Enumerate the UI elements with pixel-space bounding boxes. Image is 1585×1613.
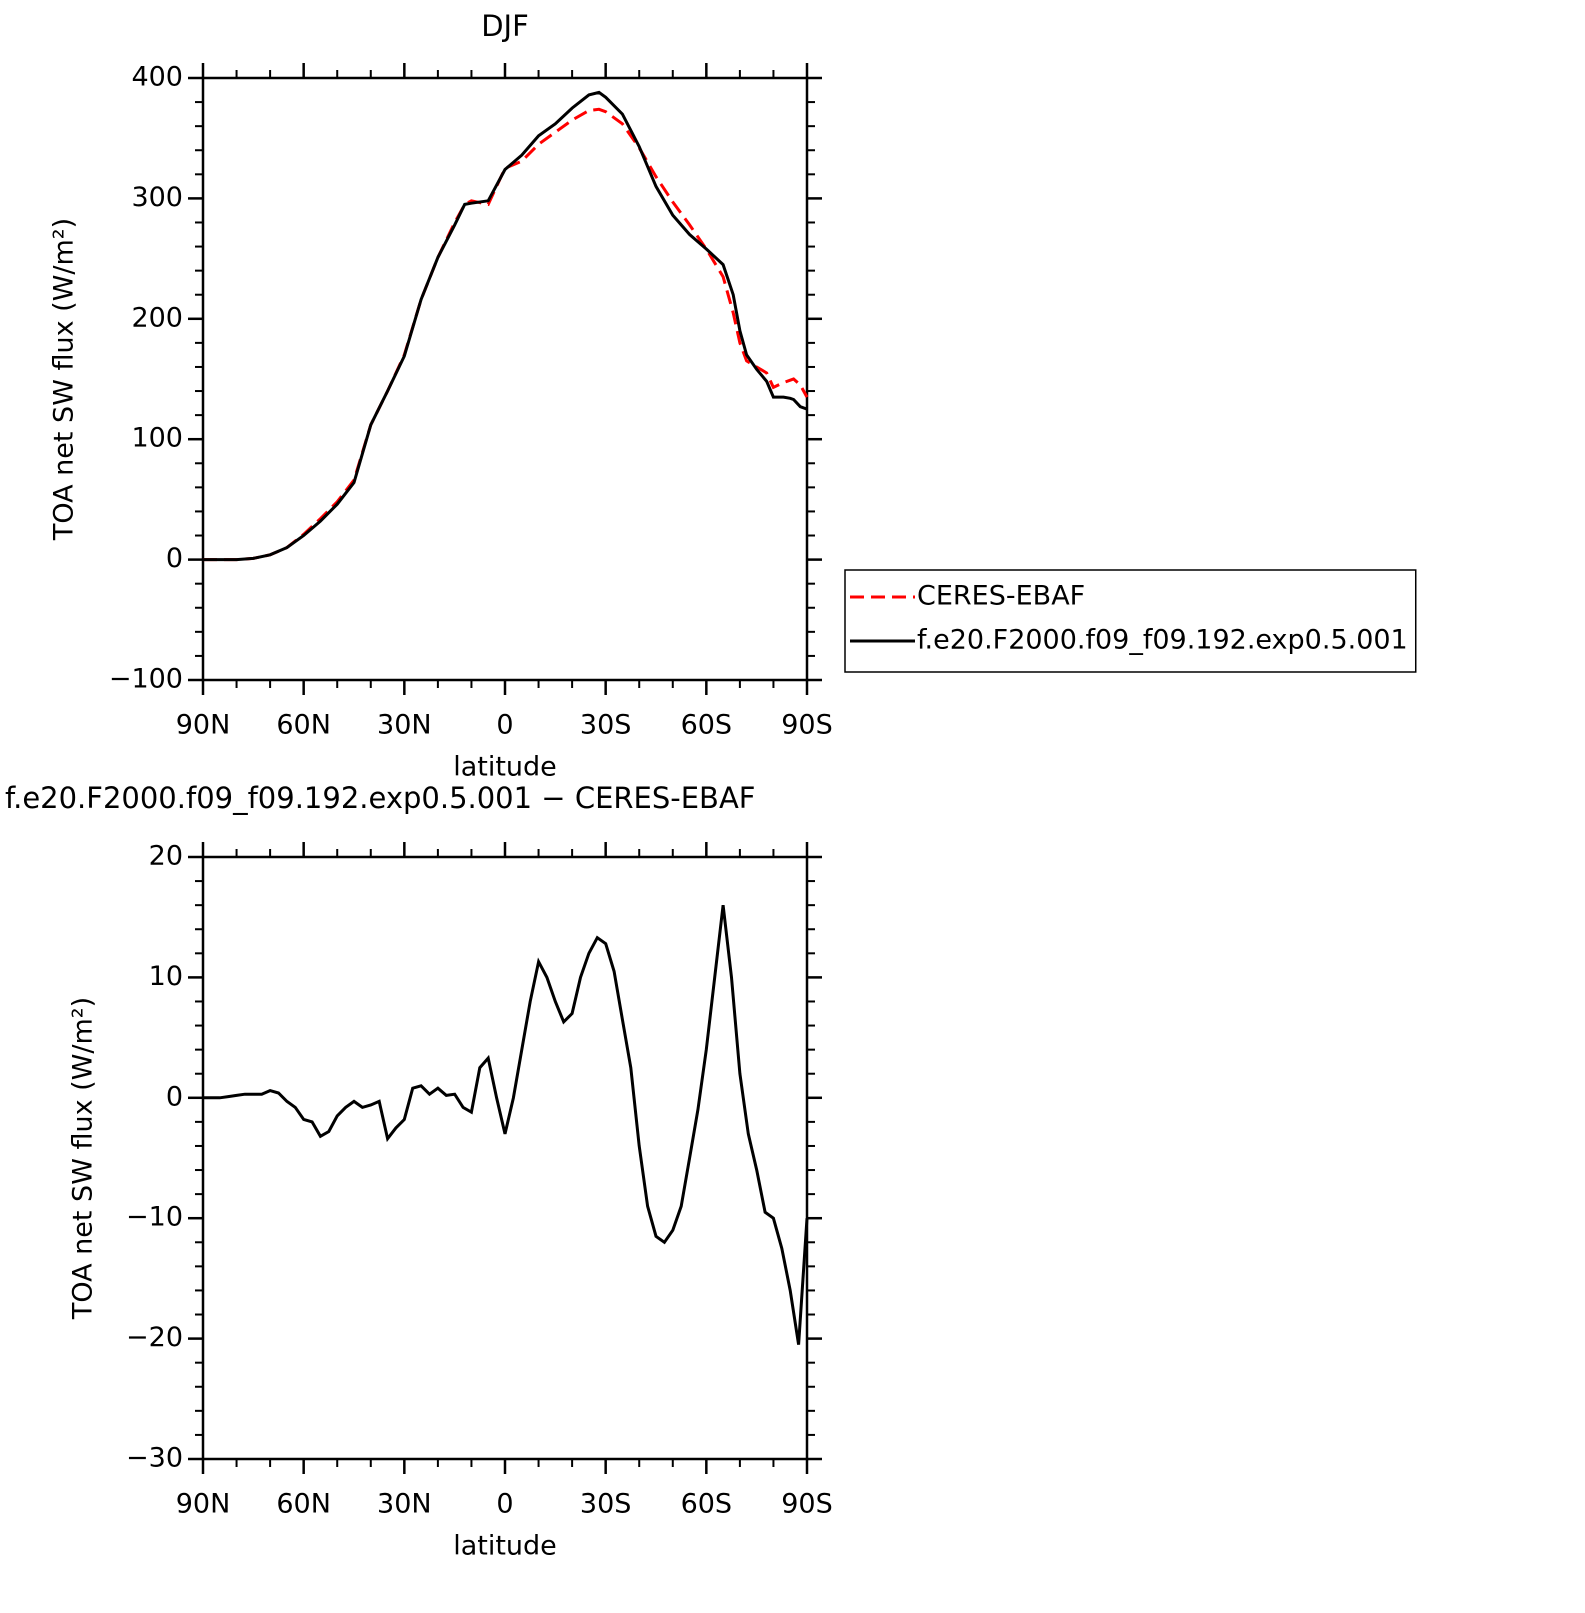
x-tick-label: 30N	[377, 1489, 432, 1520]
x-tick-label: 90N	[176, 710, 231, 741]
y-axis-label: TOA net SW flux (W/m²)	[68, 997, 99, 1320]
x-tick-label: 0	[496, 1489, 513, 1520]
x-tick-label: 60N	[276, 1489, 331, 1520]
x-axis-label: latitude	[453, 752, 557, 783]
y-tick-label: −30	[126, 1443, 183, 1474]
panel: DJF latitude TOA net SW flux (W/m²) −100 0 10…	[49, 9, 1417, 783]
x-axis-label: latitude	[453, 1531, 557, 1562]
x-tick-label: 0	[496, 710, 513, 741]
x-tick-label: 90S	[781, 710, 833, 741]
y-tick-label: −20	[126, 1322, 183, 1353]
y-tick-label: 0	[166, 543, 183, 574]
plot-frame	[201, 855, 809, 1461]
x-tick-label: 60S	[681, 1489, 733, 1520]
x-tick-label: 90N	[176, 1489, 231, 1520]
panel: f.e20.F2000.f09_f09.192.exp0.5.001 − CER…	[5, 781, 833, 1562]
legend: CERES-EBAF f.e20.F2000.f09_f09.192.exp0.5…	[844, 569, 1417, 673]
legend-label: CERES-EBAF	[917, 581, 1085, 612]
x-tick-label: 30S	[580, 710, 632, 741]
x-tick-label: 30N	[377, 710, 432, 741]
data-line	[203, 107, 809, 562]
y-tick-label: 400	[131, 62, 183, 93]
chart-title: f.e20.F2000.f09_f09.192.exp0.5.001 − CER…	[5, 781, 755, 815]
y-tick-label: 20	[149, 841, 183, 872]
data-line	[203, 905, 809, 1345]
y-tick-label: 200	[131, 302, 183, 333]
x-tick-label: 60S	[681, 710, 733, 741]
chart-title: DJF	[481, 9, 529, 43]
legend-box	[844, 569, 1417, 673]
legend-label: f.e20.F2000.f09_f09.192.exp0.5.001	[917, 625, 1408, 656]
x-tick-label: 60N	[276, 710, 331, 741]
y-tick-label: 10	[149, 961, 183, 992]
y-tick-label: 0	[166, 1081, 183, 1112]
y-tick-label: −100	[109, 664, 183, 695]
data-line	[203, 90, 808, 562]
x-tick-label: 30S	[580, 1489, 632, 1520]
x-tick-label: 90S	[781, 1489, 833, 1520]
y-tick-label: 100	[131, 423, 183, 454]
y-tick-label: −10	[126, 1202, 183, 1233]
y-tick-label: 300	[131, 182, 183, 213]
y-axis-label: TOA net SW flux (W/m²)	[49, 218, 80, 541]
